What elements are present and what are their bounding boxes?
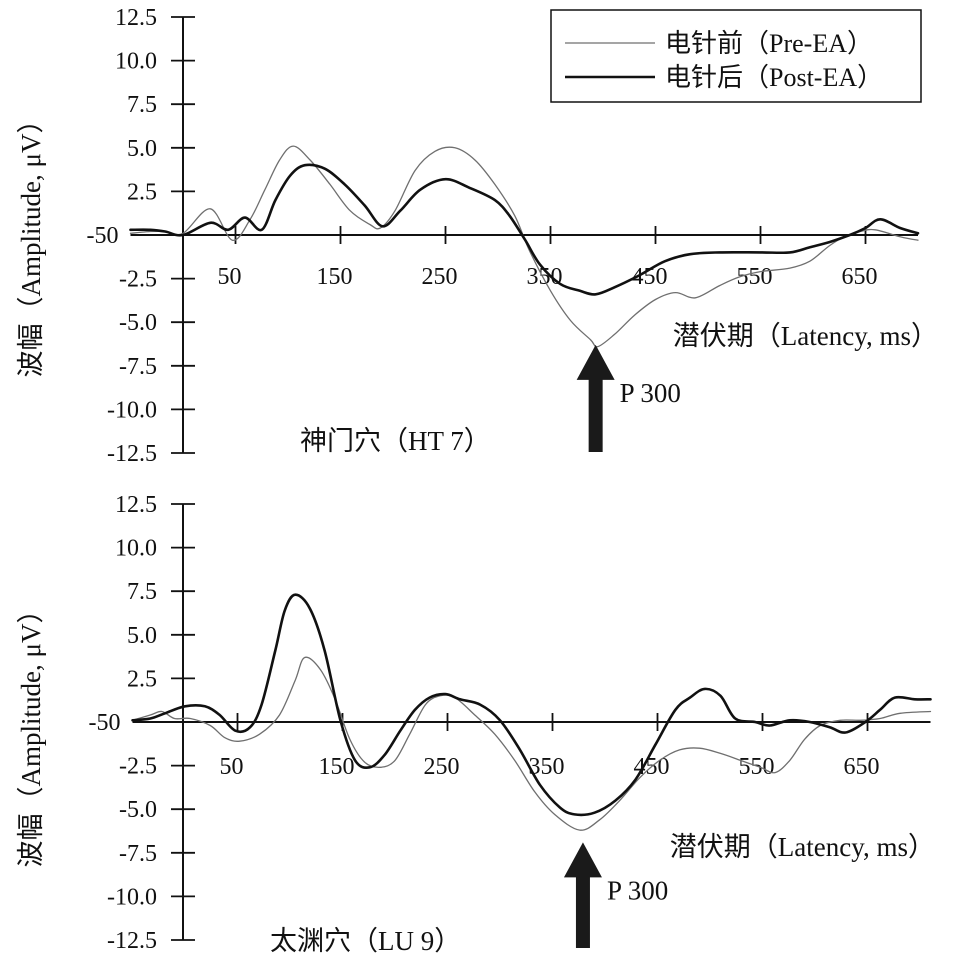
chart-1-y-tick-label-0: 12.5 [115,492,157,518]
chart-0-y-tick-label-3: 5.0 [127,136,157,162]
chart-1-x-tick-label-0: -50 [89,710,121,736]
chart-0-y-tick-label-6: -5.0 [119,310,157,336]
chart-1-x-tick-label-3: 250 [424,754,460,780]
legend-label-pre-ea: 电针前（Pre-EA） [665,29,873,58]
chart-1-y-tick-label-5: -2.5 [119,754,157,780]
chart-1-x-tick-label-2: 150 [319,754,355,780]
chart-0-y-tick-label-2: 7.5 [127,92,157,118]
panel-taiyuan-lu9: 12.5 10.0 7.5 5.0 2.5 -2.5 -5.0 -7.5 -10.0 -12.5 -… [16,492,935,956]
chart-0-y-tick-label-1: 10.0 [115,49,157,75]
chart-0-x-tick-label-2: 150 [317,264,353,290]
chart-1-y-tick-label-2: 7.5 [127,579,157,605]
chart-0-y-tick-label-7: -7.5 [119,354,157,380]
chart-1-y-tick-label-1: 10.0 [115,536,157,562]
chart-1-x-tick-label-7: 650 [844,754,880,780]
chart-1-y-tick-label-7: -7.5 [119,841,157,867]
chart-1-y-tick-label-4: 2.5 [127,666,157,692]
axes: 12.5 10.0 7.5 5.0 2.5 -2.5 -5.0 -7.5 -10.0 -12.5 -… [87,5,918,467]
chart-0-series-1-line [129,163,920,296]
y-axis-title: 波幅（Amplitude, μV） [16,107,46,378]
chart-1-p300-arrow [563,842,602,948]
chart-0-x-tick-label-0: -50 [87,223,119,249]
panel-shenmen-ht7: 12.5 10.0 7.5 5.0 2.5 -2.5 -5.0 -7.5 -10.0 -12.5 -… [16,5,938,467]
chart-1-x-tick-label-6: 550 [739,754,775,780]
annotations: P 300 [563,842,668,948]
y-axis-title: 波幅（Amplitude, μV） [16,597,46,868]
annotations: P 300 [576,344,681,452]
chart-0-x-tick-label-4: 350 [527,264,563,290]
chart-0-y-tick-label-8: -10.0 [107,397,157,423]
chart-1-y-tick-label-3: 5.0 [127,623,157,649]
chart-0-p300-label: P 300 [620,378,681,408]
panel-title: 太渊穴（LU 9） [270,926,461,956]
chart-0-y-tick-label-9: -12.5 [107,441,157,467]
waveforms [131,593,932,831]
chart-1-y-tick-label-9: -12.5 [107,928,157,954]
legend-box [550,9,922,103]
chart-1-series-1-line [131,593,932,817]
chart-0-x-tick-label-7: 650 [842,264,878,290]
panel-title: 神门穴（HT 7） [300,426,491,456]
chart-1-series-0-line [131,656,932,831]
chart-0-y-tick-label-4: 2.5 [127,179,157,205]
chart-1-y-tick-label-6: -5.0 [119,797,157,823]
axes: 12.5 10.0 7.5 5.0 2.5 -2.5 -5.0 -7.5 -10.0 -12.5 -… [89,492,931,954]
chart-1-y-tick-label-8: -10.0 [107,884,157,910]
chart-1-x-tick-label-1: 50 [220,754,244,780]
waveforms [129,145,920,348]
chart-0-x-tick-label-6: 550 [737,264,773,290]
chart-0-y-tick-label-5: -2.5 [119,267,157,293]
chart-0-series-0-line [129,145,919,348]
legend: 电针前（Pre-EA） 电针后（Post-EA） [550,9,922,103]
x-axis-title: 潜伏期（Latency, ms） [673,321,938,351]
chart-0-x-tick-label-3: 250 [422,264,458,290]
chart-0-p300-arrow [576,344,615,452]
x-axis-title: 潜伏期（Latency, ms） [670,832,935,862]
chart-0-y-tick-label-0: 12.5 [115,5,157,31]
chart-0-x-tick-label-1: 50 [218,264,242,290]
legend-label-post-ea: 电针后（Post-EA） [665,63,883,92]
chart-1-p300-label: P 300 [607,875,668,905]
